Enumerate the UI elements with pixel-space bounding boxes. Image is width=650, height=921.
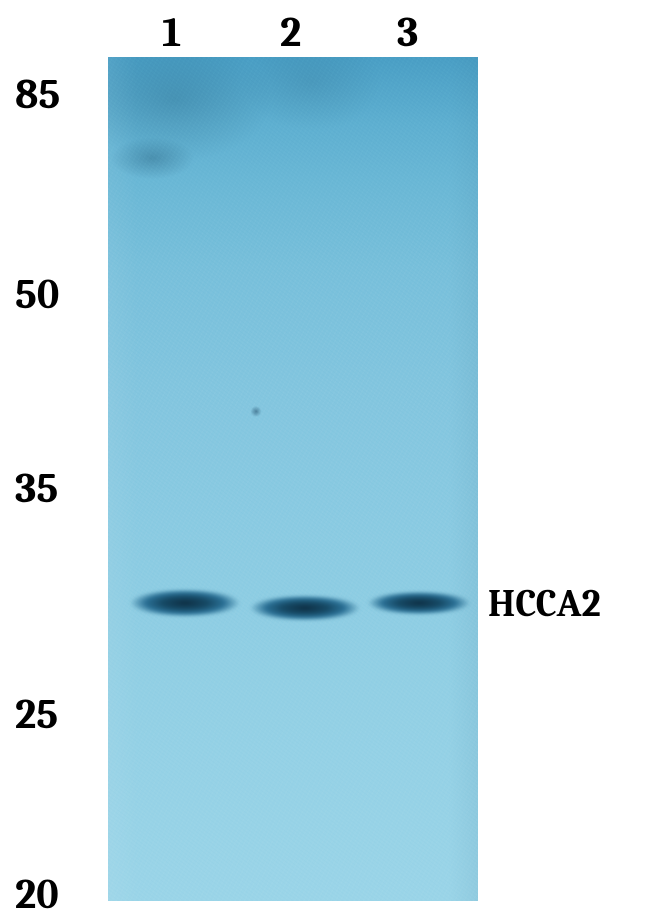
mw-marker-25: 25	[15, 690, 58, 739]
protein-name-label: HCCA2	[488, 582, 601, 626]
mw-marker-35: 35	[15, 464, 58, 513]
band-lane-1	[126, 590, 244, 616]
lane-label-3: 3	[397, 8, 418, 57]
band-lane-3	[364, 592, 474, 614]
mw-marker-50: 50	[15, 270, 59, 319]
band-lane-2	[246, 596, 364, 620]
lane-label-1: 1	[162, 8, 181, 57]
blot-membrane	[108, 57, 478, 901]
mw-marker-20: 20	[15, 870, 59, 919]
blot-noise-overlay	[108, 57, 478, 901]
lane-label-2: 2	[280, 8, 301, 57]
mw-marker-85: 85	[15, 70, 60, 119]
